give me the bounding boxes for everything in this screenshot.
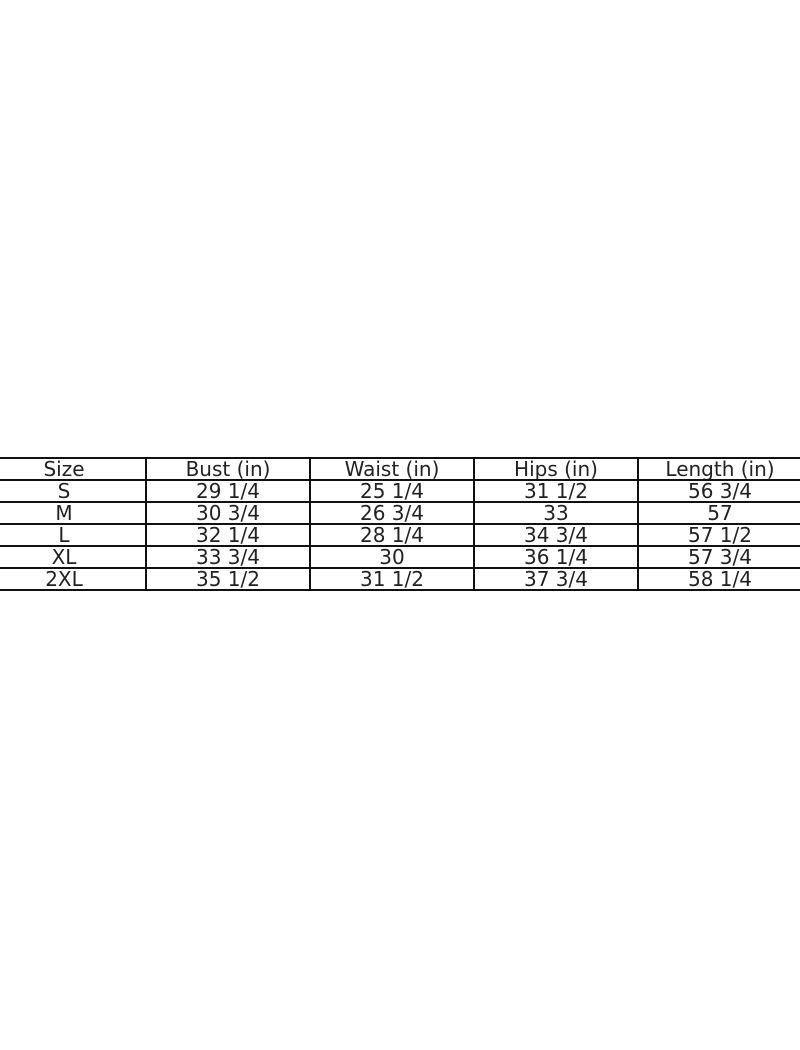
cell-size: M [0, 501, 147, 525]
header-row: Size Bust (in) Waist (in) Hips (in) Leng… [0, 457, 800, 481]
cell-size: XL [0, 545, 147, 569]
cell-size: 2XL [0, 567, 147, 591]
header-size: Size [0, 457, 147, 481]
cell-bust: 32 1/4 [145, 523, 311, 547]
cell-length: 56 3/4 [637, 479, 800, 503]
table-row: XL 33 3/4 30 36 1/4 57 3/4 [0, 545, 800, 569]
cell-bust: 33 3/4 [145, 545, 311, 569]
cell-waist: 25 1/4 [309, 479, 475, 503]
header-length: Length (in) [637, 457, 800, 481]
header-hips: Hips (in) [473, 457, 639, 481]
cell-hips: 36 1/4 [473, 545, 639, 569]
cell-bust: 29 1/4 [145, 479, 311, 503]
cell-length: 57 [637, 501, 800, 525]
cell-length: 57 1/2 [637, 523, 800, 547]
cell-bust: 30 3/4 [145, 501, 311, 525]
cell-hips: 34 3/4 [473, 523, 639, 547]
cell-waist: 28 1/4 [309, 523, 475, 547]
cell-hips: 33 [473, 501, 639, 525]
header-waist: Waist (in) [309, 457, 475, 481]
cell-waist: 26 3/4 [309, 501, 475, 525]
cell-hips: 31 1/2 [473, 479, 639, 503]
table-row: 2XL 35 1/2 31 1/2 37 3/4 58 1/4 [0, 567, 800, 591]
table-row: M 30 3/4 26 3/4 33 57 [0, 501, 800, 525]
cell-bust: 35 1/2 [145, 567, 311, 591]
cell-waist: 30 [309, 545, 475, 569]
table-row: L 32 1/4 28 1/4 34 3/4 57 1/2 [0, 523, 800, 547]
table-row: S 29 1/4 25 1/4 31 1/2 56 3/4 [0, 479, 800, 503]
header-bust: Bust (in) [145, 457, 311, 481]
cell-length: 58 1/4 [637, 567, 800, 591]
cell-size: L [0, 523, 147, 547]
size-chart-table: Size Bust (in) Waist (in) Hips (in) Leng… [0, 457, 800, 591]
cell-size: S [0, 479, 147, 503]
cell-hips: 37 3/4 [473, 567, 639, 591]
cell-waist: 31 1/2 [309, 567, 475, 591]
cell-length: 57 3/4 [637, 545, 800, 569]
